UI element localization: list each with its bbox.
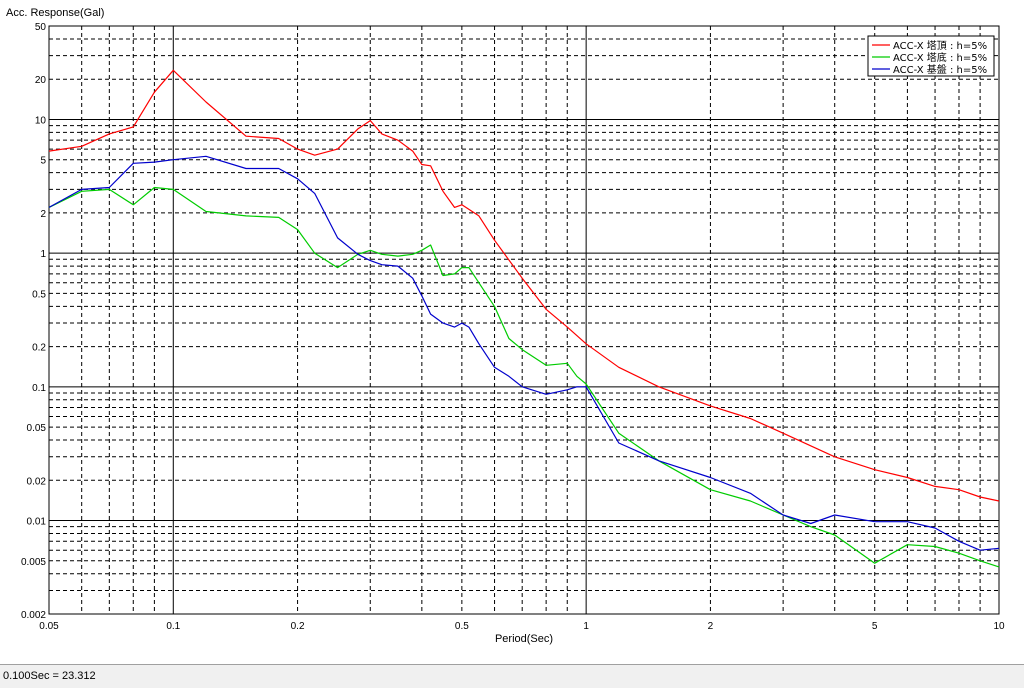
x-tick-label: 1 xyxy=(583,621,589,632)
y-tick-label: 2 xyxy=(40,209,46,220)
legend: ACC-X 塔頂 : h=5%ACC-X 塔底 : h=5%ACC-X 基盤 :… xyxy=(867,35,995,77)
y-tick-label: 0.02 xyxy=(27,476,47,487)
series-line-0 xyxy=(48,69,1000,502)
y-tick-label: 0.5 xyxy=(32,289,46,300)
legend-label: ACC-X 塔頂 : h=5% xyxy=(893,39,987,52)
y-tick-label: 0.1 xyxy=(32,383,46,394)
status-bar: 0.100Sec = 23.312 xyxy=(0,664,1024,688)
y-tick-label: 0.2 xyxy=(32,343,46,354)
x-axis-label: Period(Sec) xyxy=(495,633,553,645)
x-tick-label: 5 xyxy=(872,621,878,632)
y-tick-label: 0.01 xyxy=(27,517,47,528)
grid-major xyxy=(49,26,999,614)
x-tick-label: 10 xyxy=(993,621,1005,632)
y-tick-label: 1 xyxy=(40,249,46,260)
series-line-2 xyxy=(48,155,1000,551)
y-tick-label: 20 xyxy=(35,75,47,86)
y-tick-label: 0.002 xyxy=(21,610,46,621)
legend-label: ACC-X 塔底 : h=5% xyxy=(893,51,987,64)
grid-minor xyxy=(49,26,999,614)
y-tick-label: 5 xyxy=(40,156,46,167)
response-spectrum-chart: 0.0020.0050.010.020.050.10.20.5125102050… xyxy=(6,7,1005,645)
x-tick-labels: 0.05 0.1 0.2 0.5 1 2 5 10 xyxy=(39,621,1005,632)
y-tick-label: 10 xyxy=(35,115,47,126)
y-tick-labels: 0.002 0.005 0.01 0.02 0.05 0.1 0.2 0.5 1 2 5 10 20 50 xyxy=(21,22,46,621)
series-line-1 xyxy=(48,186,1000,568)
x-tick-label: 0.1 xyxy=(166,621,180,632)
y-tick-label: 50 xyxy=(35,22,47,33)
series-layer xyxy=(48,69,1000,568)
x-tick-label: 0.05 xyxy=(39,621,59,632)
y-axis-label: Acc. Response(Gal) xyxy=(6,7,104,19)
y-tick-label: 0.05 xyxy=(27,423,47,434)
status-readout: 0.100Sec = 23.312 xyxy=(3,670,96,682)
x-tick-label: 2 xyxy=(708,621,714,632)
chart-area: 0.002 0.005 0.01 0.02 0.05 0.1 0.2 0.5 1 2 5 10 20 50… xyxy=(0,0,1024,664)
plot-frame xyxy=(48,25,1000,615)
legend-label: ACC-X 基盤 : h=5% xyxy=(893,63,987,76)
x-tick-label: 0.5 xyxy=(455,621,469,632)
y-tick-label: 0.005 xyxy=(21,557,46,568)
x-tick-label: 0.2 xyxy=(291,621,305,632)
